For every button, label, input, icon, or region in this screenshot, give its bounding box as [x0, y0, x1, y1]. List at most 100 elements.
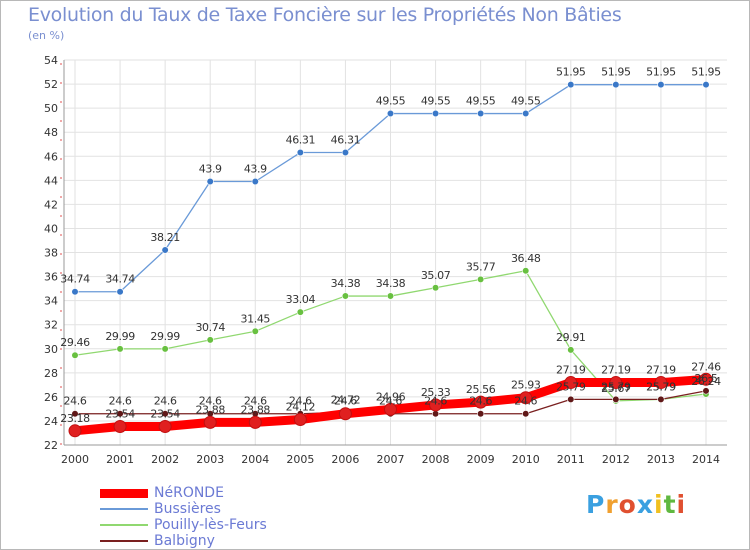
legend-label: Bussières	[154, 501, 221, 517]
legend-label: NéRONDE	[154, 485, 224, 501]
series-1-point	[477, 109, 485, 118]
series-0-point	[384, 402, 397, 416]
series-1-data-label: 49.55	[466, 95, 496, 108]
series-2-point	[251, 327, 259, 335]
logo-letter: o	[618, 490, 637, 519]
series-3-data-label: 24.72	[331, 393, 361, 406]
series-2-point	[567, 346, 575, 354]
series-3-point	[522, 410, 530, 418]
series-2-data-label: 26.24	[691, 375, 721, 388]
x-tick-label: 2000	[61, 453, 89, 466]
series-0-data-label: 23.54	[105, 407, 135, 420]
series-1-point	[522, 109, 530, 118]
series-1-point	[612, 81, 620, 89]
series-0-point	[203, 415, 217, 429]
y-tick-label: 40	[44, 222, 58, 235]
series-3-point	[702, 387, 710, 395]
series-2-data-label: 25.79	[646, 380, 676, 393]
series-2-data-label: 30.74	[195, 321, 225, 334]
x-tick-label: 2007	[377, 453, 405, 466]
x-tick-label: 2008	[422, 453, 450, 466]
series-3-point	[477, 410, 485, 418]
series-2-data-label: 35.77	[466, 260, 496, 273]
series-1-data-label: 38.21	[150, 231, 180, 244]
legend-item: Pouilly-lès-Feurs	[100, 517, 267, 533]
series-0-point	[158, 419, 172, 433]
legend-swatch	[100, 508, 148, 510]
series-0-data-label: 23.18	[60, 412, 90, 425]
series-1-point	[116, 288, 124, 296]
logo-letter: t	[663, 490, 677, 519]
series-0-data-label: 23.54	[150, 407, 180, 420]
legend-swatch	[100, 524, 148, 526]
series-1-point	[431, 109, 440, 118]
x-tick-label: 2012	[602, 453, 630, 466]
series-0-point	[519, 391, 533, 405]
y-tick-label: 26	[44, 391, 58, 404]
series-0-point	[248, 415, 262, 429]
series-0-data-label: 25.33	[421, 386, 451, 399]
y-tick-label: 32	[44, 319, 58, 332]
legend-swatch	[100, 488, 148, 498]
series-0-point	[699, 372, 713, 386]
series-2-data-label: 29.91	[556, 331, 586, 344]
series-1-point	[71, 288, 79, 296]
series-0-data-label: 27.46	[691, 360, 721, 373]
series-2-data-label: 33.04	[286, 293, 316, 306]
series-2-data-label: 31.45	[241, 312, 271, 325]
series-0-data-label: 27.19	[646, 364, 676, 377]
series-2-point	[386, 292, 395, 300]
series-1-data-label: 51.95	[646, 66, 676, 79]
series-3-point	[612, 395, 620, 404]
series-1-data-label: 51.95	[691, 66, 721, 79]
x-tick-label: 2003	[196, 453, 224, 466]
legend-label: Balbigny	[154, 533, 215, 549]
series-3-point	[161, 410, 169, 418]
series-0-data-label: 24.6	[334, 395, 357, 408]
legend-item: Balbigny	[100, 533, 267, 549]
series-0-point	[293, 412, 307, 426]
series-3-data-label: 24.6	[64, 395, 87, 408]
series-2-point	[522, 267, 530, 275]
series-3-data-label: 26.5	[695, 372, 718, 385]
series-3-point	[657, 395, 665, 404]
y-tick-label: 36	[44, 271, 58, 284]
x-tick-label: 2014	[692, 453, 720, 466]
x-tick-label: 2005	[286, 453, 314, 466]
series-3-point	[567, 395, 575, 404]
series-2-data-label: 29.99	[150, 330, 180, 343]
series-2-point	[116, 345, 124, 353]
proxiti-logo: Proxiti	[586, 490, 686, 519]
series-3-data-label: 24.6	[379, 395, 402, 408]
y-tick-label: 44	[44, 174, 58, 187]
logo-letter: i	[676, 490, 687, 519]
series-1-point	[251, 177, 259, 186]
legend-swatch	[100, 540, 148, 542]
x-tick-label: 2011	[557, 453, 585, 466]
series-0-point	[654, 376, 668, 390]
chart-title: Evolution du Taux de Taxe Foncière sur l…	[28, 4, 622, 26]
series-3-point	[71, 410, 79, 418]
y-tick-label: 42	[44, 198, 58, 211]
series-1-data-label: 51.95	[556, 66, 586, 79]
series-0-point	[564, 376, 578, 390]
series-1-point	[702, 81, 710, 89]
series-0-data-label: 23.88	[241, 403, 271, 416]
series-2-point	[296, 308, 304, 316]
series-3-point	[116, 410, 124, 418]
series-2-data-label: 36.48	[511, 252, 541, 265]
series-3-data-label: 24.6	[244, 395, 267, 408]
series-2-point	[71, 351, 79, 359]
x-tick-label: 2001	[106, 453, 134, 466]
logo-letter: i	[654, 490, 664, 519]
series-1-data-label: 34.74	[105, 273, 135, 286]
y-tick-label: 30	[44, 343, 58, 356]
series-2-point	[431, 284, 440, 292]
series-1-data-label: 49.55	[376, 95, 406, 108]
series-1-point	[206, 177, 214, 186]
legend-item: Bussières	[100, 501, 267, 517]
series-2-data-label: 34.38	[376, 277, 406, 290]
series-0-data-label: 27.19	[601, 364, 631, 377]
series-1-data-label: 46.31	[331, 134, 361, 147]
